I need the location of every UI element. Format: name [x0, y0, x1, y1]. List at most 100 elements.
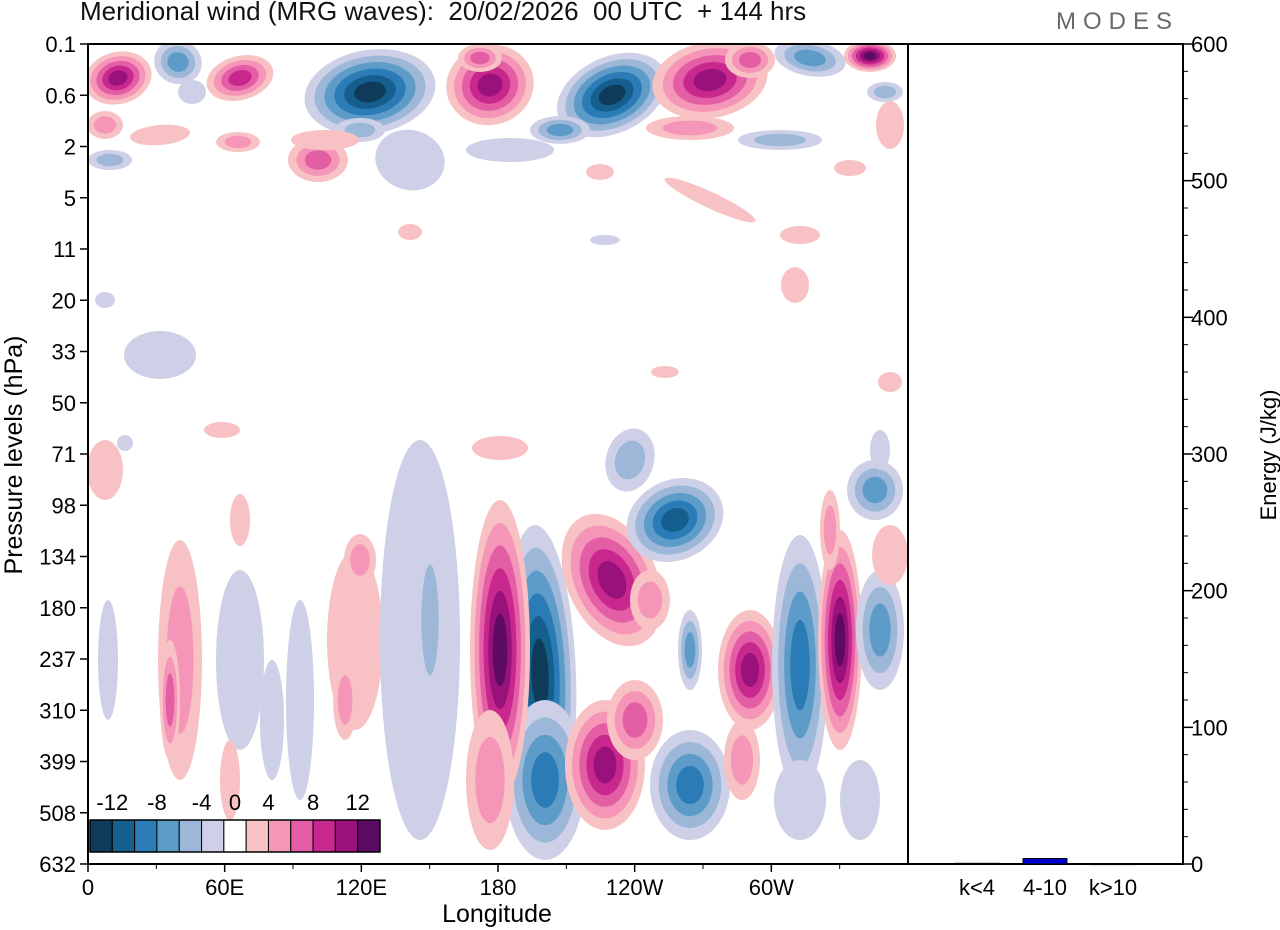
positive-wind-contour — [93, 116, 117, 134]
positive-wind-contour — [224, 135, 252, 149]
y-tick-label: 71 — [52, 442, 76, 467]
positive-wind-contour — [593, 746, 617, 784]
energy-tick-label: 500 — [1191, 169, 1228, 194]
colorbar-tick-label: -8 — [147, 790, 167, 815]
positive-wind-contour — [130, 124, 190, 146]
energy-bar — [1090, 863, 1136, 866]
negative-wind-contour — [676, 765, 704, 805]
negative-wind-contour — [96, 153, 124, 167]
y-tick-label: 310 — [39, 698, 76, 723]
energy-axis: 0 100 200 300 400 500 600 — [1183, 32, 1228, 877]
energy-category-label: k<4 — [959, 875, 995, 900]
x-tick-label: 60W — [749, 875, 794, 900]
energy-tick-label: 600 — [1191, 32, 1228, 57]
energy-tick-label: 400 — [1191, 305, 1228, 330]
negative-wind-contour — [840, 760, 880, 840]
colorbar-swatch — [111, 819, 136, 853]
positive-wind-contour — [878, 372, 902, 392]
colorbar-frame — [89, 819, 381, 853]
positive-wind-contour — [477, 73, 503, 97]
pressure-axis: 0.1 0.6 2 5 11 20 33 50 71 98 134 180 237 310 399 508 63… — [39, 32, 88, 877]
positive-wind-contour — [622, 702, 648, 738]
y-tick-label: 98 — [52, 493, 76, 518]
positive-wind-contour — [204, 422, 240, 438]
chart-title: Meridional wind (MRG waves): 20/02/2026 … — [80, 0, 807, 26]
x-tick-label: 0 — [82, 875, 94, 900]
negative-wind-contour — [531, 638, 549, 712]
negative-wind-contour — [790, 619, 810, 711]
negative-wind-contour — [794, 49, 826, 67]
y-tick-label: 20 — [52, 288, 76, 313]
negative-wind-contour — [95, 292, 115, 308]
energy-category-label: 4-10 — [1023, 875, 1067, 900]
y-tick-label: 5 — [64, 186, 76, 211]
negative-wind-contour — [124, 331, 196, 379]
x-axis-label: Longitude — [442, 900, 552, 928]
positive-wind-contour — [693, 68, 727, 92]
negative-wind-contour — [375, 129, 445, 191]
negative-wind-contour — [598, 84, 626, 106]
positive-wind-contour — [781, 267, 809, 303]
positive-wind-contour — [88, 440, 123, 500]
x-tick-label: 120E — [336, 875, 387, 900]
colorbar-swatch — [156, 819, 180, 853]
colorbar-swatch — [178, 819, 203, 853]
positive-wind-contour — [834, 613, 846, 667]
y-tick-label: 632 — [39, 852, 76, 877]
y-tick-label: 134 — [39, 545, 76, 570]
negative-wind-contour — [98, 600, 118, 720]
negative-wind-contour — [869, 603, 891, 657]
energy-tick-label: 300 — [1191, 442, 1228, 467]
colorbar-swatch — [267, 819, 292, 853]
negative-wind-contour — [421, 564, 439, 676]
colorbar-tick-label: -4 — [192, 790, 212, 815]
y-tick-label: 508 — [39, 801, 76, 826]
positive-wind-contour — [637, 581, 663, 619]
negative-wind-contour — [862, 476, 888, 504]
y-tick-label: 0.1 — [45, 32, 76, 57]
colorbar-swatch — [357, 819, 381, 853]
negative-wind-contour — [661, 508, 689, 532]
negative-wind-contour — [216, 570, 264, 750]
negative-wind-contour — [614, 440, 646, 480]
colorbar-swatch — [223, 819, 247, 853]
colorbar-tick-label: -12 — [96, 790, 128, 815]
y-tick-label: 237 — [39, 647, 76, 672]
positive-wind-contour — [165, 673, 175, 727]
colorbar-tick-label: 0 — [229, 790, 241, 815]
negative-wind-contour — [466, 138, 554, 162]
colorbar-swatch — [134, 819, 158, 853]
brand-logo: MODES — [1056, 8, 1180, 35]
y-tick-label: 11 — [53, 237, 76, 262]
y-tick-label: 50 — [52, 391, 76, 416]
positive-wind-contour — [398, 224, 422, 240]
y-tick-label: 399 — [39, 750, 76, 775]
negative-wind-contour — [546, 123, 574, 137]
positive-wind-contour — [730, 735, 754, 785]
positive-wind-contour — [651, 366, 679, 378]
energy-bar — [954, 862, 1000, 865]
positive-wind-contour — [823, 505, 837, 555]
positive-wind-contour — [220, 740, 240, 820]
y-axis-label: Pressure levels (hPa) — [0, 336, 28, 575]
positive-wind-contour — [586, 164, 614, 180]
positive-wind-contour — [337, 675, 353, 725]
positive-wind-contour — [304, 150, 332, 170]
colorbar: -12 -8 -4 0 4 8 12 — [89, 790, 381, 853]
negative-wind-contour — [178, 80, 206, 104]
energy-tick-label: 100 — [1191, 715, 1228, 740]
colorbar-tick-label: 12 — [345, 790, 369, 815]
colorbar-swatch — [290, 819, 314, 853]
heatmap-contours — [88, 44, 908, 860]
negative-wind-contour — [754, 133, 806, 147]
negative-wind-contour — [873, 85, 897, 99]
negative-wind-contour — [286, 600, 314, 800]
positive-wind-contour — [472, 436, 528, 460]
colorbar-tick-label: 4 — [262, 790, 274, 815]
positive-wind-contour — [350, 544, 370, 576]
positive-wind-contour — [664, 177, 756, 223]
negative-wind-contour — [354, 81, 386, 103]
negative-wind-contour — [167, 52, 189, 72]
positive-wind-contour — [662, 120, 718, 136]
energy-bars: k<4 4-10 k>10 — [954, 858, 1137, 900]
